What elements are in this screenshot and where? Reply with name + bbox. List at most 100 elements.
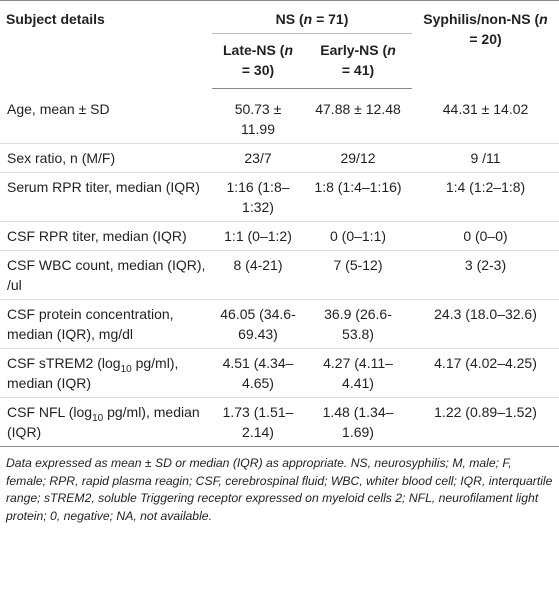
table-row: CSF sTREM2 (log10 pg/ml), median (IQR) 4.… — [0, 348, 559, 398]
label-text: Serum RPR titer, median (IQR) — [7, 179, 200, 195]
cell-text: 47.88 ± 12.48 — [315, 101, 401, 117]
value-cell: 9 /11 — [412, 143, 559, 173]
table-row: Serum RPR titer, median (IQR) 1:16 (1:8–1… — [0, 172, 559, 222]
value-cell: 1:4 (1:2–1:8) — [412, 172, 559, 222]
cell-text: 1.73 (1.51–2.14) — [222, 404, 294, 440]
cell-text: 4.27 (4.11–4.41) — [323, 355, 393, 391]
label-text: 10 — [120, 363, 132, 375]
cell-text: 3 (2-3) — [464, 257, 507, 273]
cell-text: 1:1 (0–1:2) — [224, 228, 292, 244]
value-cell: 24.3 (18.0–32.6) — [412, 299, 559, 349]
value-cell: 0 (0–1:1) — [304, 221, 413, 251]
value-cell: 1:16 (1:8–1:32) — [212, 172, 304, 222]
value-cell: 23/7 — [212, 143, 304, 173]
cell-text: 44.31 ± 14.02 — [442, 100, 529, 117]
cell-text: 1:16 (1:8–1:32) — [226, 179, 290, 215]
cell-text: 8 (4-21) — [233, 257, 283, 273]
table-row: Age, mean ± SD 50.73 ± 11.99 47.88 ± 12.48… — [0, 88, 559, 144]
value-cell: 1.22 (0.89–1.52) — [412, 397, 559, 447]
header-text: Late-NS ( — [222, 42, 285, 58]
label-text: pg/ml), median (IQR) — [7, 404, 200, 440]
row-label: CSF protein concentration, median (IQR),… — [0, 299, 212, 349]
label-text: CSF sTREM2 (log — [7, 355, 121, 371]
value-cell: 44.31 ± 14.02 — [412, 88, 559, 144]
table-body: Age, mean ± SD 50.73 ± 11.99 47.88 ± 12.48… — [0, 88, 559, 447]
value-cell: 50.73 ± 11.99 — [212, 88, 304, 144]
header-text: = 30) — [241, 62, 275, 78]
value-cell: 4.17 (4.02–4.25) — [412, 348, 559, 398]
header-row: Late-NS (n = 30) Early-NS (n = 41) — [0, 33, 559, 89]
label-text: CSF NFL (log — [7, 404, 93, 420]
label-text: 10 — [92, 412, 104, 424]
row-label: CSF RPR titer, median (IQR) — [0, 221, 212, 251]
row-label: CSF sTREM2 (log10 pg/ml), median (IQR) — [0, 348, 212, 398]
value-cell: 1.73 (1.51–2.14) — [212, 397, 304, 447]
value-cell: 46.05 (34.6-69.43) — [212, 299, 304, 349]
value-cell: 1:1 (0–1:2) — [212, 221, 304, 251]
table-row: Sex ratio, n (M/F) 23/7 29/12 9 /11 — [0, 143, 559, 173]
label-text: pg/ml), median (IQR) — [7, 355, 179, 391]
value-cell: 0 (0–0) — [412, 221, 559, 251]
value-cell: 4.51 (4.34–4.65) — [212, 348, 304, 398]
header-text: n — [303, 11, 313, 27]
header-row: Subject details NS (n = 71) Syphilis/non… — [0, 0, 559, 89]
header-cell: Early-NS (n = 41) — [304, 33, 413, 89]
table-row: CSF protein concentration, median (IQR),… — [0, 299, 559, 349]
cell-text: 1.22 (0.89–1.52) — [434, 404, 537, 420]
table-row: CSF WBC count, median (IQR), /ul 8 (4-21)… — [0, 250, 559, 300]
header-cell: NS (n = 71) — [212, 0, 413, 34]
cell-text: 1.48 (1.34–1.69) — [322, 404, 394, 440]
cell-text: 1:4 (1:2–1:8) — [445, 179, 526, 195]
row-label: CSF NFL (log10 pg/ml), median (IQR) — [0, 397, 212, 447]
label-text: CSF WBC count, median (IQR), /ul — [7, 257, 206, 293]
header-text: = 20) — [469, 31, 502, 47]
header-text: = 71) — [312, 11, 349, 27]
cell-text: 29/12 — [340, 150, 376, 166]
header-cell: Syphilis/non-NS (n = 20) — [412, 0, 559, 89]
row-label: Sex ratio, n (M/F) — [0, 143, 212, 173]
header-text: Early-NS ( — [320, 42, 388, 58]
value-cell: 1:8 (1:4–1:16) — [304, 172, 413, 222]
cell-text: 36.9 (26.6-53.8) — [324, 306, 392, 342]
footnote: Data expressed as mean ± SD or median (I… — [6, 456, 553, 523]
cell-text: 1:8 (1:4–1:16) — [314, 179, 402, 195]
header-cell: Late-NS (n = 30) — [212, 33, 304, 89]
header-text: Subject details — [6, 11, 105, 27]
value-cell: 7 (5-12) — [304, 250, 413, 300]
row-label: CSF WBC count, median (IQR), /ul — [0, 250, 212, 300]
value-cell: 1.48 (1.34–1.69) — [304, 397, 413, 447]
cell-text: 4.51 (4.34–4.65) — [222, 355, 294, 391]
value-cell: 29/12 — [304, 143, 413, 173]
cell-text: 0 (0–0) — [463, 228, 508, 244]
value-cell: 36.9 (26.6-53.8) — [304, 299, 413, 349]
cell-text: 9 /11 — [470, 150, 501, 166]
cell-text: 0 (0–1:1) — [329, 228, 387, 244]
value-cell: 47.88 ± 12.48 — [304, 88, 413, 144]
cell-text: 4.17 (4.02–4.25) — [434, 355, 537, 371]
cell-text: 23/7 — [244, 150, 272, 166]
value-cell: 8 (4-21) — [212, 250, 304, 300]
header-text: n — [387, 42, 396, 58]
row-label: Serum RPR titer, median (IQR) — [0, 172, 212, 222]
header-text: Syphilis/non-NS ( — [423, 11, 540, 27]
page: Subject details NS (n = 71) Syphilis/non… — [0, 0, 559, 523]
header-text: = 41) — [341, 62, 375, 78]
cell-text: 7 (5-12) — [333, 257, 383, 273]
header-cell: Subject details — [0, 0, 212, 89]
data-table: Subject details NS (n = 71) Syphilis/non… — [0, 0, 559, 447]
label-text: CSF protein concentration, median (IQR),… — [7, 306, 174, 342]
header-text: n — [539, 11, 548, 27]
label-text: CSF RPR titer, median (IQR) — [7, 228, 187, 244]
value-cell: 3 (2-3) — [412, 250, 559, 300]
cell-text: 46.05 (34.6-69.43) — [220, 306, 296, 342]
header-text: NS ( — [275, 11, 304, 27]
label-text: Age, mean ± SD — [7, 100, 110, 117]
value-cell: 4.27 (4.11–4.41) — [304, 348, 413, 398]
row-label: Age, mean ± SD — [0, 88, 212, 144]
label-text: Sex ratio, n (M/F) — [7, 150, 116, 166]
cell-text: 24.3 (18.0–32.6) — [434, 306, 537, 322]
table-row: CSF NFL (log10 pg/ml), median (IQR) 1.73 … — [0, 397, 559, 447]
header-text: n — [284, 42, 293, 58]
table-row: CSF RPR titer, median (IQR) 1:1 (0–1:2) 0 … — [0, 221, 559, 251]
cell-text: 50.73 ± 11.99 — [234, 101, 282, 137]
